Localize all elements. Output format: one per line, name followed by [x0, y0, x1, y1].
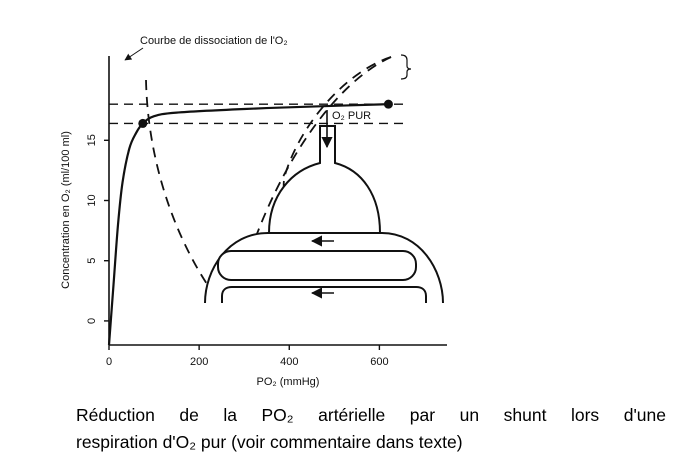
capillary-inner-loop	[217, 250, 417, 281]
x-axis-label: PO₂ (mmHg)	[257, 376, 320, 388]
y-tick-label: 10	[86, 194, 98, 206]
x-tick-label: 600	[370, 356, 388, 368]
dashed-path-left	[145, 79, 212, 291]
figure-caption: Réduction de la PO₂ artérielle par un sh…	[76, 402, 666, 456]
y-axis-label: Concentration en O₂ (ml/100 ml)	[60, 131, 72, 289]
y-tick-label: 15	[86, 134, 98, 146]
data-point	[383, 99, 393, 109]
y-tick-label: 0	[86, 318, 98, 324]
y-axis-ticks: 0 5 10 15	[86, 134, 109, 324]
annotation-arrow	[124, 47, 144, 61]
data-points	[138, 99, 393, 128]
data-point	[138, 118, 148, 128]
right-brace	[400, 54, 412, 80]
shunt-diagram	[204, 125, 444, 304]
x-tick-label: 200	[190, 356, 208, 368]
x-tick-label: 0	[106, 356, 112, 368]
curve-annotation: Courbe de dissociation de l'O₂	[140, 35, 288, 47]
y-tick-label: 5	[86, 258, 98, 264]
shunt-vessel	[221, 286, 427, 303]
dissociation-figure: 0 5 10 15 0 200 400 600 Concentration en O₂ (m…	[60, 35, 447, 388]
alveolus	[268, 125, 381, 234]
x-axis-ticks: 0 200 400 600	[106, 345, 389, 368]
x-tick-label: 400	[280, 356, 298, 368]
caption-line-2: respiration d'O₂ pur (voir commentaire d…	[76, 432, 463, 452]
caption-line-1: Réduction de la PO₂ artérielle par un sh…	[76, 405, 666, 425]
o2-pure-label: O₂ PUR	[332, 110, 371, 122]
